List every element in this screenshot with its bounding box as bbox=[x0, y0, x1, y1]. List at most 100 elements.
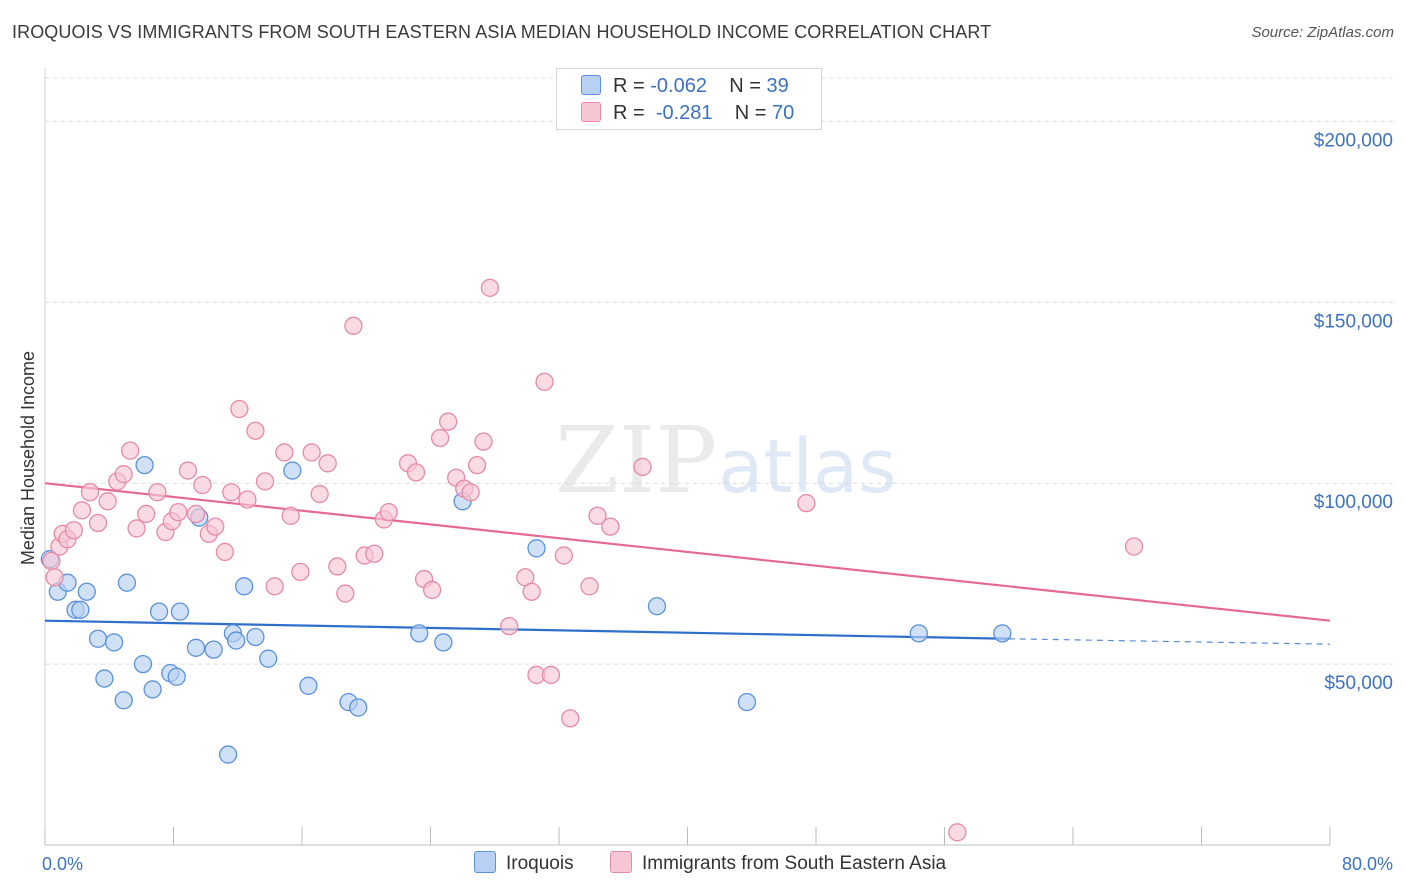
bottom-legend-swatch-pink bbox=[610, 851, 632, 873]
blue-data-point bbox=[135, 455, 154, 475]
blue-data-point bbox=[218, 745, 238, 764]
pink-data-point bbox=[344, 316, 363, 335]
pink-data-point bbox=[88, 513, 108, 533]
tick-labels: $50,000 $100,000 $150,000 $200,000 0.0% 80.0% bbox=[42, 130, 1393, 874]
gridlines bbox=[45, 77, 1395, 665]
y-tick-label: $50,000 bbox=[1324, 673, 1393, 694]
pink-data-point bbox=[365, 544, 384, 563]
pink-data-point bbox=[439, 412, 458, 431]
blue-data-point bbox=[104, 633, 124, 652]
chart-title: IROQUOIS VS IMMIGRANTS FROM SOUTH EASTER… bbox=[12, 22, 992, 42]
bottom-legend-label: Iroquois bbox=[506, 853, 574, 874]
legend-swatch-blue bbox=[581, 75, 601, 95]
blue-data-point bbox=[246, 627, 265, 647]
pink-data-point bbox=[238, 490, 257, 509]
pink-data-point bbox=[255, 472, 275, 491]
pink-data-point bbox=[1124, 537, 1144, 556]
pink-data-point bbox=[114, 465, 133, 484]
pink-data-point bbox=[169, 503, 188, 522]
pink-data-point bbox=[310, 484, 329, 504]
bottom-legend-label: Immigrants from South Eastern Asia bbox=[642, 853, 947, 874]
pink-data-point bbox=[430, 428, 450, 448]
watermark: ZIP atlas bbox=[555, 407, 897, 514]
pink-data-point bbox=[206, 517, 225, 536]
blue-data-point bbox=[527, 539, 546, 558]
blue-data-point bbox=[186, 638, 206, 657]
blue-data-point bbox=[737, 692, 757, 712]
legend-n-value: 70 bbox=[772, 102, 795, 124]
blue-trend-line bbox=[44, 619, 1009, 640]
pink-data-point bbox=[291, 562, 310, 581]
pink-data-point bbox=[80, 483, 100, 502]
blue-data-point bbox=[114, 691, 133, 710]
bottom-legend-iroquois: Iroquois bbox=[474, 851, 574, 875]
blue-data-point bbox=[410, 624, 429, 643]
blue-data-point bbox=[283, 461, 302, 480]
pink-data-point bbox=[535, 372, 554, 392]
pink-data-point bbox=[336, 584, 355, 603]
blue-data-point bbox=[71, 600, 90, 619]
legend-r-label: R = bbox=[613, 75, 651, 97]
pink-data-point bbox=[127, 519, 146, 538]
blue-data-point bbox=[204, 640, 223, 659]
pink-data-point bbox=[246, 421, 265, 440]
blue-data-point bbox=[143, 680, 162, 699]
blue-data-point bbox=[647, 597, 667, 616]
blue-data-point bbox=[235, 577, 254, 596]
blue-data-point bbox=[170, 602, 190, 621]
pink-data-point bbox=[633, 457, 652, 477]
blue-data-point bbox=[117, 573, 137, 592]
pink-data-point bbox=[64, 521, 84, 540]
bottom-legend-immigrants: Immigrants from South Eastern Asia bbox=[610, 851, 946, 875]
pink-data-point bbox=[193, 475, 212, 495]
blue-data-point bbox=[226, 631, 246, 650]
pink-data-point bbox=[72, 501, 92, 520]
pink-data-point bbox=[948, 823, 967, 842]
pink-data-point bbox=[522, 582, 541, 601]
blue-trend-extension bbox=[1008, 638, 1331, 645]
pink-data-point bbox=[422, 580, 442, 600]
legend-row-iroquois: R = -0.062 N = 39 bbox=[581, 75, 789, 98]
pink-data-point bbox=[45, 568, 64, 587]
blue-data-point bbox=[259, 649, 278, 668]
legend: R = -0.062 N = 39 R = -0.281 N = 70 bbox=[556, 68, 822, 130]
pink-data-point bbox=[120, 441, 140, 460]
pink-data-point bbox=[554, 546, 573, 565]
blue-data-point bbox=[349, 698, 368, 717]
source-label: Source: ZipAtlas.com bbox=[1251, 24, 1394, 41]
pink-data-point bbox=[222, 483, 241, 502]
x-tick-label: 80.0% bbox=[1342, 854, 1393, 874]
axes bbox=[44, 68, 1331, 846]
y-tick-label: $100,000 bbox=[1314, 492, 1393, 513]
pink-data-point bbox=[379, 503, 398, 522]
pink-data-point bbox=[541, 665, 561, 685]
pink-data-point bbox=[178, 461, 198, 480]
pink-data-point bbox=[328, 557, 347, 576]
blue-data-point bbox=[299, 676, 318, 695]
pink-data-point bbox=[318, 454, 337, 473]
pink-data-point bbox=[148, 483, 167, 502]
legend-r-value: -0.062 bbox=[650, 75, 707, 97]
pink-data-point bbox=[215, 542, 235, 562]
pink-data-point bbox=[406, 463, 426, 482]
points bbox=[40, 278, 1144, 842]
pink-data-point bbox=[561, 709, 580, 728]
legend-r-value: -0.281 bbox=[655, 102, 713, 124]
y-tick-label: $200,000 bbox=[1314, 130, 1393, 151]
pink-data-point bbox=[580, 577, 599, 596]
pink-data-point bbox=[281, 506, 300, 525]
blue-data-point bbox=[77, 582, 96, 601]
legend-n-value: 39 bbox=[766, 75, 789, 97]
pink-data-point bbox=[467, 455, 487, 475]
legend-n-label: N = bbox=[734, 102, 773, 124]
blue-data-point bbox=[993, 624, 1012, 643]
y-tick-label: $150,000 bbox=[1314, 311, 1393, 332]
bottom-legend-swatch-blue bbox=[474, 851, 496, 873]
blue-data-point bbox=[88, 629, 108, 648]
pink-data-point bbox=[265, 577, 284, 596]
pink-data-point bbox=[601, 517, 620, 536]
pink-data-point bbox=[461, 483, 480, 502]
blue-data-point bbox=[149, 602, 169, 621]
pink-data-point bbox=[98, 492, 117, 511]
